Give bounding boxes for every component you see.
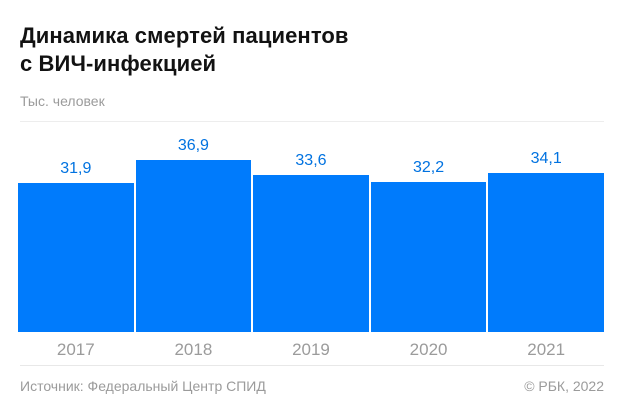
bar-chart: 31,9 2017 36,9 2018 33,6 2019 32,2 2020 34,1 2021 (18, 122, 604, 365)
x-axis-label: 2019 (292, 340, 330, 359)
footer: Источник: Федеральный Центр СПИД © РБК, … (20, 378, 604, 394)
x-axis-label: 2017 (56, 340, 95, 359)
source-label: Источник: Федеральный Центр СПИД (20, 378, 266, 394)
bar (18, 183, 134, 332)
x-axis-label: 2020 (409, 340, 448, 359)
bar-value-label: 36,9 (177, 137, 209, 154)
bottom-divider (20, 365, 604, 366)
bar (253, 175, 369, 332)
chart-title-line2: с ВИЧ-инфекцией (20, 51, 217, 76)
bar (135, 160, 252, 332)
bar-value-label: 32,2 (413, 159, 445, 176)
bar-column: 31,9 2017 (18, 122, 134, 365)
chart-title: Динамика смертей пациентов с ВИЧ-инфекци… (20, 22, 604, 78)
copyright-label: © РБК, 2022 (524, 378, 604, 394)
bar-column: 36,9 2018 (135, 122, 252, 365)
x-axis-label: 2018 (174, 340, 213, 359)
bar-value-label: 33,6 (295, 152, 327, 169)
chart-title-line1: Динамика смертей пациентов (20, 23, 349, 48)
bar-value-label: 31,9 (60, 160, 92, 177)
bar-column: 32,2 2020 (370, 122, 487, 365)
top-divider (20, 121, 604, 122)
chart-units-label: Тыс. человек (20, 93, 105, 109)
bar (488, 173, 604, 332)
bar-column: 33,6 2019 (253, 122, 369, 365)
bar (370, 182, 487, 332)
bar-column: 34,1 2021 (488, 122, 604, 365)
x-axis-label: 2021 (527, 340, 566, 359)
bar-value-label: 34,1 (530, 150, 562, 167)
